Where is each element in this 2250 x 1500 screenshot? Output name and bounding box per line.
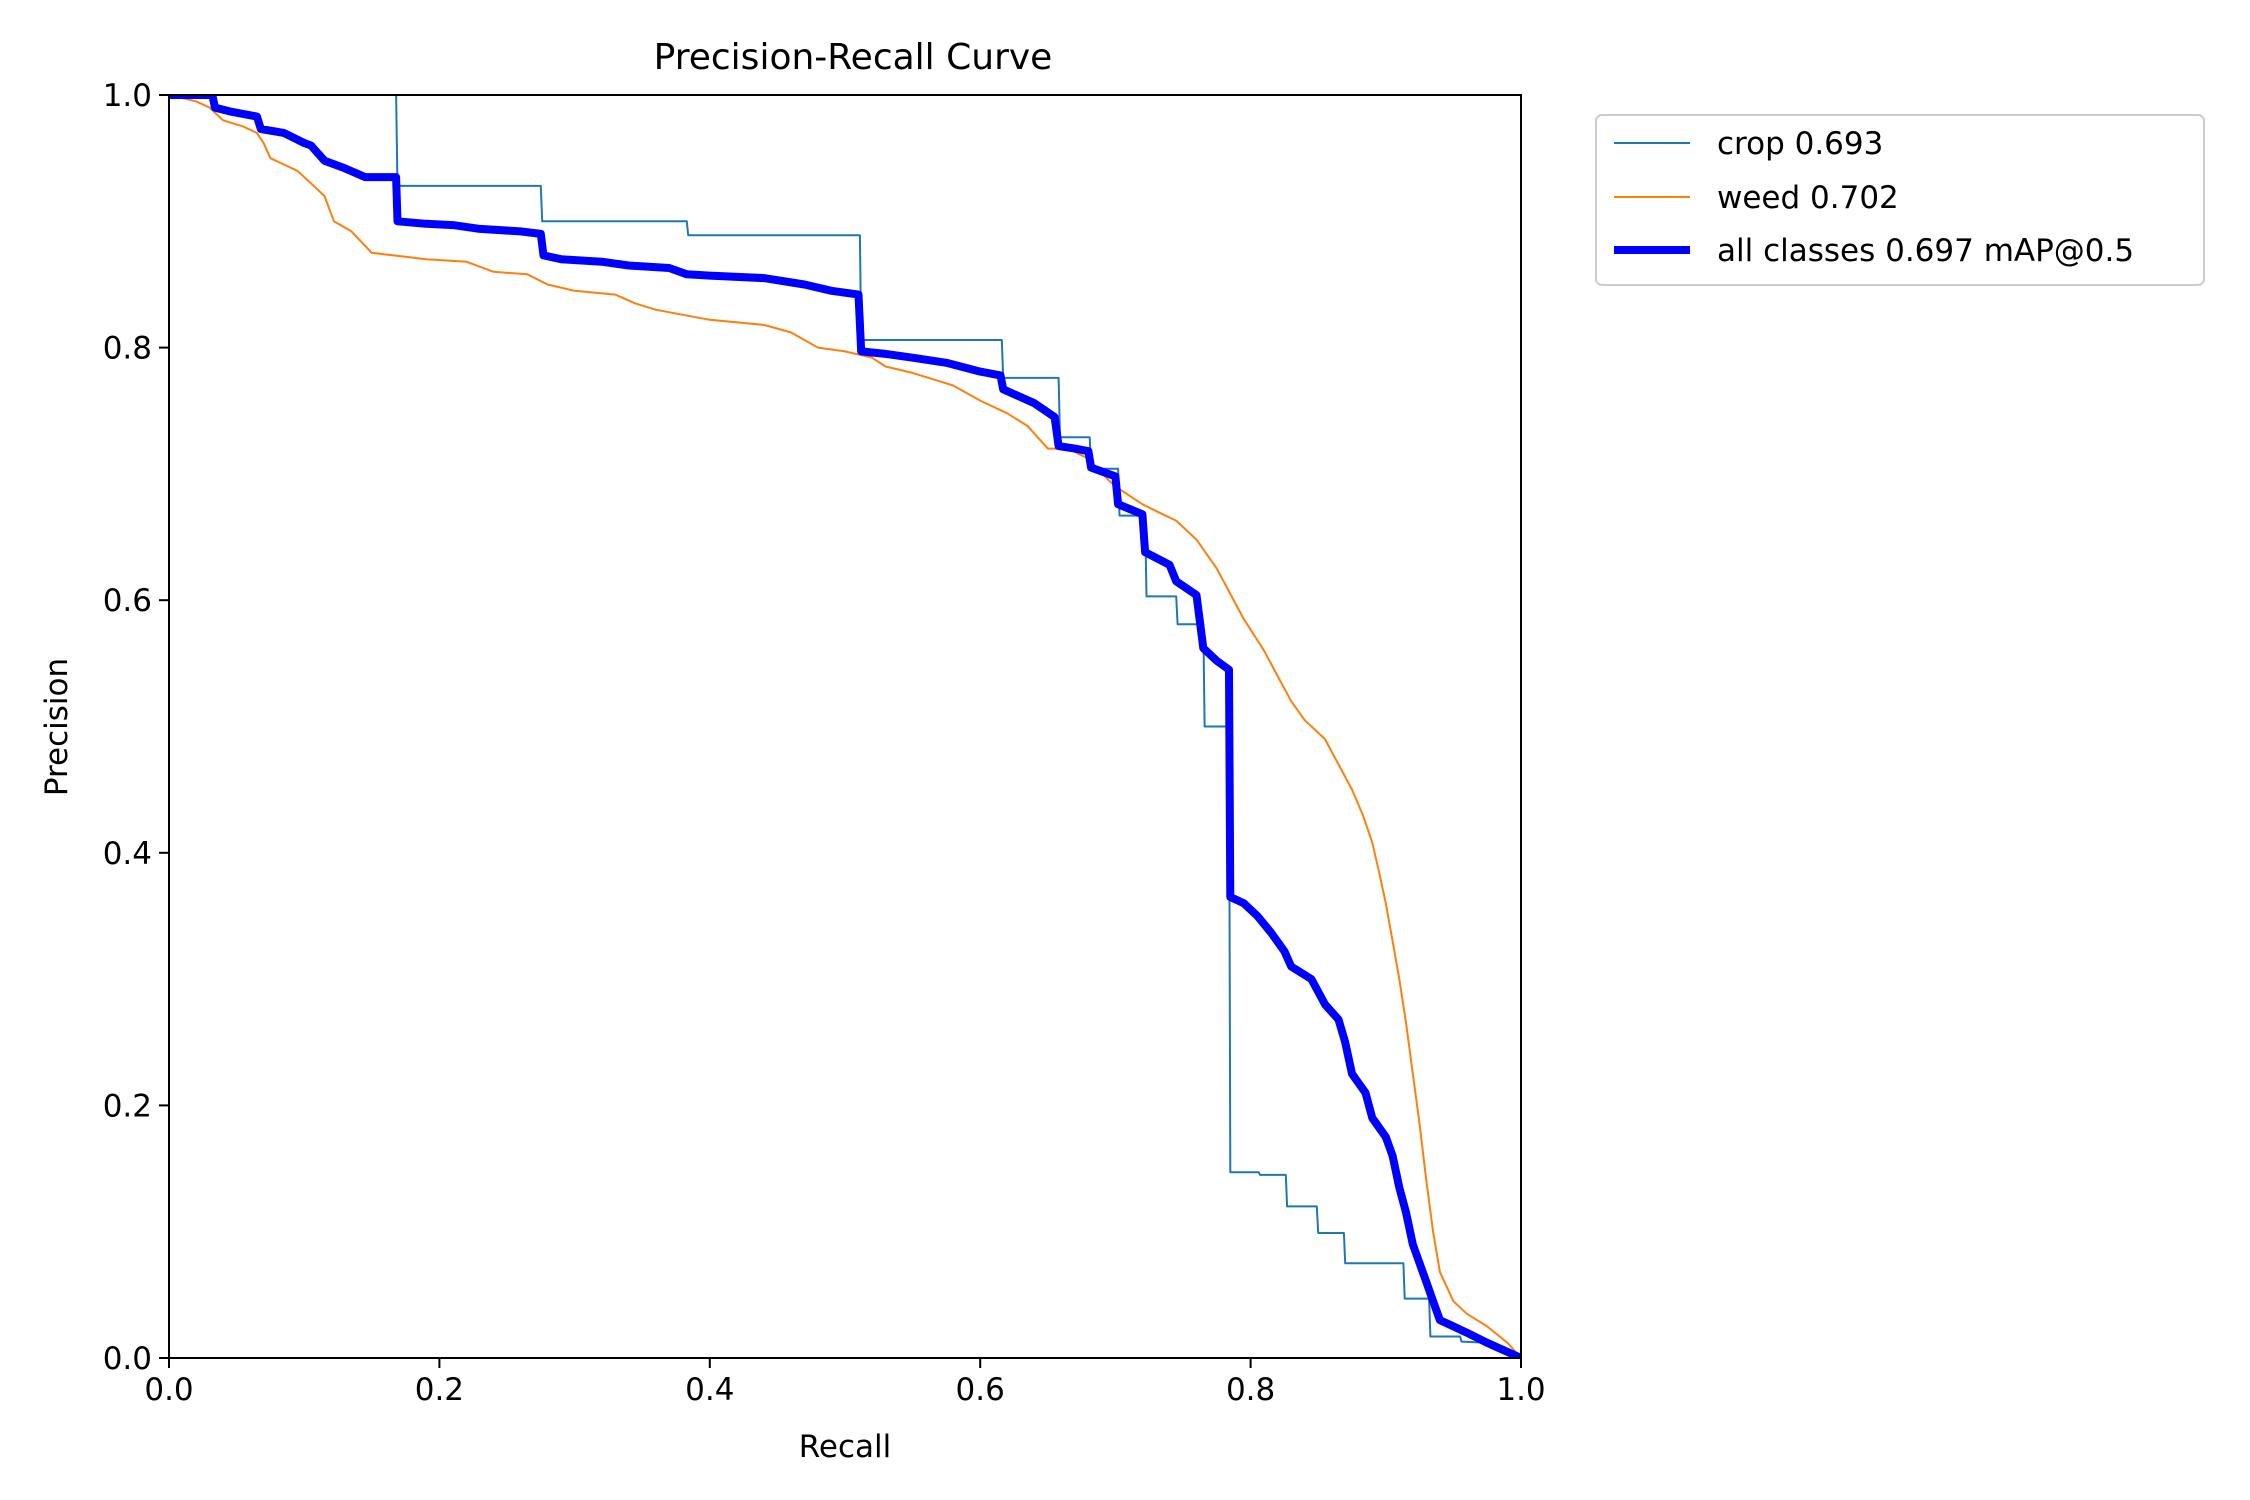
legend-crop-label: crop 0.693 — [1717, 126, 1883, 162]
series-line-crop — [169, 95, 1521, 1358]
x-tick-label: 0.2 — [415, 1372, 464, 1408]
chart-title: Precision-Recall Curve — [654, 37, 1053, 78]
x-axis-label: Recall — [799, 1429, 892, 1465]
x-tick-label: 0.6 — [956, 1372, 1005, 1408]
x-tick-label: 0.8 — [1226, 1372, 1275, 1408]
y-tick-label: 1.0 — [103, 78, 152, 114]
series-layer — [169, 95, 1521, 1358]
legend-weed-label: weed 0.702 — [1717, 180, 1899, 216]
y-tick-label: 0.2 — [103, 1088, 152, 1124]
axis-ticks: 0.0 0.2 0.4 0.6 0.8 1.0 0.0 0.2 0.4 0.6 0.8 1.0 — [103, 78, 1546, 1408]
y-tick-label: 0.4 — [103, 836, 152, 872]
legend-frame — [1595, 114, 2205, 286]
series-line-weed — [169, 95, 1521, 1358]
y-tick-label: 0.0 — [103, 1341, 152, 1377]
series-line-all-classes — [169, 95, 1521, 1358]
legend-all-classes-label: all classes 0.697 mAP@0.5 — [1717, 233, 2134, 269]
x-tick-label: 0.0 — [144, 1372, 193, 1408]
y-tick-label: 0.8 — [103, 331, 152, 367]
legend: crop 0.693 weed 0.702 all classes 0.697 … — [1595, 114, 2205, 286]
y-axis-label: Precision — [39, 658, 75, 796]
x-tick-label: 1.0 — [1496, 1372, 1545, 1408]
x-tick-label: 0.4 — [685, 1372, 734, 1408]
y-tick-label: 0.6 — [103, 583, 152, 619]
plot-frame — [168, 94, 1522, 1359]
